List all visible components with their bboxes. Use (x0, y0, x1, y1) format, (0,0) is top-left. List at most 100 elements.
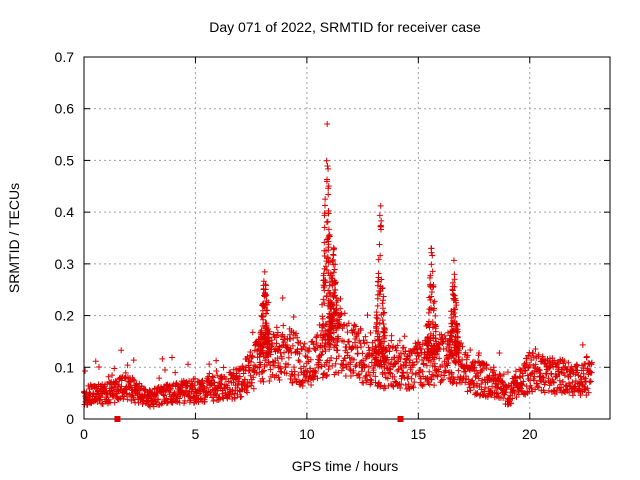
data-point (220, 364, 227, 371)
data-point (445, 359, 452, 366)
data-point (401, 374, 408, 381)
data-point (320, 272, 327, 279)
data-point (541, 389, 548, 396)
data-point (253, 369, 260, 376)
data-point (489, 383, 496, 390)
data-point (325, 259, 332, 266)
data-point (169, 382, 176, 389)
data-point (376, 212, 383, 219)
data-point (426, 274, 433, 281)
data-point (361, 340, 368, 347)
data-point (214, 372, 221, 379)
data-point (290, 314, 297, 321)
data-point (538, 378, 545, 385)
data-point (322, 196, 329, 203)
data-point (448, 323, 455, 330)
data-point (525, 352, 532, 359)
data-point (454, 329, 461, 336)
data-point (461, 369, 468, 376)
data-point (534, 383, 541, 390)
data-point (379, 317, 386, 324)
data-point (478, 380, 485, 387)
data-point (535, 384, 542, 391)
data-point (455, 347, 462, 354)
chart-title: Day 071 of 2022, SRMTID for receiver cas… (209, 19, 481, 35)
data-point (551, 357, 558, 364)
data-point (291, 368, 298, 375)
data-point (205, 376, 212, 383)
data-point (372, 355, 379, 362)
data-point (324, 121, 331, 128)
data-point (274, 329, 281, 336)
data-point (285, 354, 292, 361)
data-point (341, 310, 348, 317)
data-point (582, 375, 589, 382)
data-point (525, 364, 532, 371)
data-point (455, 367, 462, 374)
data-point (429, 252, 436, 259)
data-point (386, 369, 393, 376)
data-point (387, 370, 394, 377)
data-point (299, 382, 306, 389)
data-point (395, 366, 402, 373)
data-point (550, 378, 557, 385)
data-point (327, 325, 334, 332)
data-point (496, 349, 503, 356)
data-point (260, 278, 267, 285)
data-point (497, 372, 504, 379)
data-point (547, 370, 554, 377)
data-point (159, 355, 166, 362)
axes: 0 0.1 0.2 0.3 0.4 0.5 0.6 0.7 0 5 10 15 20 (55, 49, 610, 442)
y-axis-label: SRMTID / TECUs (6, 183, 22, 293)
data-point (82, 368, 89, 375)
data-point (278, 333, 285, 340)
data-point (260, 302, 267, 309)
data-point (328, 275, 335, 282)
data-point (483, 362, 490, 369)
data-point (537, 377, 544, 384)
data-point (581, 378, 588, 385)
data-point (354, 344, 361, 351)
data-point (213, 357, 220, 364)
data-point (448, 370, 455, 377)
data-point (259, 322, 266, 329)
data-point (320, 296, 327, 303)
data-point (426, 324, 433, 331)
data-point (416, 341, 423, 348)
data-point (481, 388, 488, 395)
data-point (366, 347, 373, 354)
data-point (588, 359, 595, 366)
data-point (419, 368, 426, 375)
data-point (325, 183, 332, 190)
data-point (455, 358, 462, 365)
data-point (376, 241, 383, 248)
data-point (274, 332, 281, 339)
data-point (523, 359, 530, 366)
data-point (447, 336, 454, 343)
data-point (257, 361, 264, 368)
data-point (321, 253, 328, 260)
data-point (376, 287, 383, 294)
data-point (355, 370, 362, 377)
x-tick-label: 5 (192, 426, 200, 442)
data-point (377, 357, 384, 364)
data-point (333, 299, 340, 306)
data-point (450, 292, 457, 299)
data-point (130, 376, 137, 383)
data-point (216, 396, 223, 403)
data-point (375, 337, 382, 344)
data-point (260, 367, 267, 374)
data-point (354, 350, 361, 357)
data-point (436, 355, 443, 362)
data-point (561, 372, 568, 379)
y-tick-label: 0.4 (55, 204, 75, 220)
data-point (531, 373, 538, 380)
data-point (231, 395, 238, 402)
data-point (430, 307, 437, 314)
data-point (521, 367, 528, 374)
data-point (346, 338, 353, 345)
data-point (199, 380, 206, 387)
data-point (373, 354, 380, 361)
data-point (378, 276, 385, 283)
data-point (281, 349, 288, 356)
